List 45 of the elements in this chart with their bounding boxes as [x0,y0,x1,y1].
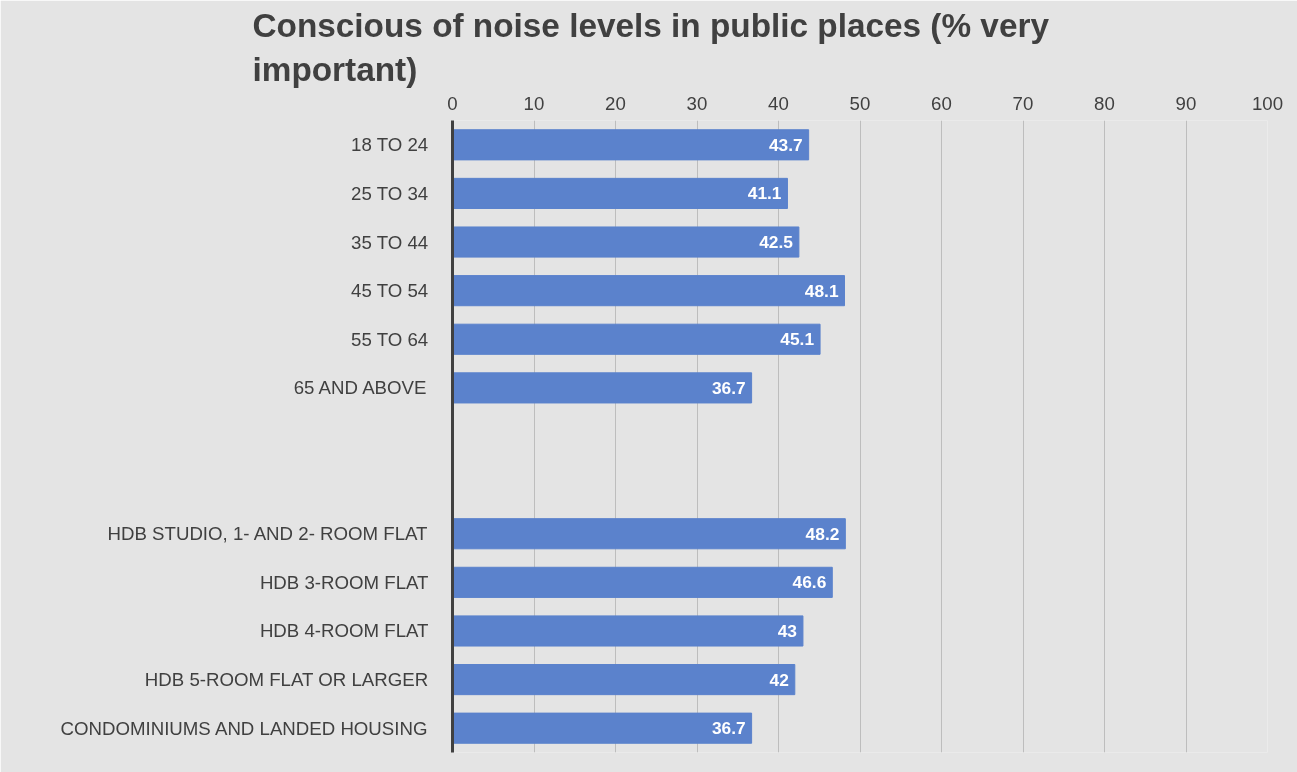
data-label: 42.5 [759,232,794,253]
y-tick-label: 45 TO 54 [351,280,429,302]
bar [452,323,821,355]
data-label: 48.2 [805,523,840,544]
data-label: 46.6 [792,572,827,593]
bar [452,712,753,744]
bar [452,566,833,598]
y-tick-label: HDB 3-ROOM FLAT [259,571,429,593]
x-tick-label: 50 [849,92,871,114]
y-tick-label: HDB STUDIO, 1- AND 2- ROOM FLAT [107,523,428,545]
bar [452,177,788,209]
x-tick-label: 0 [447,92,458,114]
x-tick-label: 80 [1094,92,1115,114]
data-label: 48.1 [804,280,839,301]
bar [452,275,846,307]
bar [452,226,800,258]
y-tick-label: HDB 4-ROOM FLAT [259,620,429,642]
chart-title: Conscious of noise levels in public places (% very important) [252,7,1050,89]
y-tick-label: CONDOMINIUMS AND LANDED HOUSING [60,717,428,739]
data-label: 36.7 [711,377,746,398]
bar [452,664,796,696]
y-tick-label: HDB 5-ROOM FLAT OR LARGER [144,669,429,691]
data-label: 36.7 [711,718,746,739]
x-tick-label: 60 [931,92,952,114]
x-tick-label: 100 [1251,92,1284,114]
x-tick-label: 20 [605,92,626,114]
y-tick-label: 55 TO 64 [351,328,429,350]
y-tick-label: 35 TO 44 [351,231,429,253]
data-label: 45.1 [780,329,815,350]
data-label: 43.7 [768,134,803,155]
x-tick-label: 30 [686,92,708,114]
bar [452,129,810,161]
bar [452,372,753,404]
data-label: 41.1 [747,183,782,204]
x-tick-label: 70 [1012,92,1034,114]
bar [452,518,846,550]
data-label: 43 [777,620,798,641]
x-tick-label: 10 [523,92,545,114]
y-tick-label: 25 TO 34 [351,182,429,204]
data-label: 42 [769,669,789,690]
bar [452,615,804,647]
x-tick-label: 40 [768,92,789,114]
y-tick-label: 18 TO 24 [351,134,429,156]
x-tick-label: 90 [1175,92,1197,114]
y-tick-label: 65 AND ABOVE [293,377,427,399]
